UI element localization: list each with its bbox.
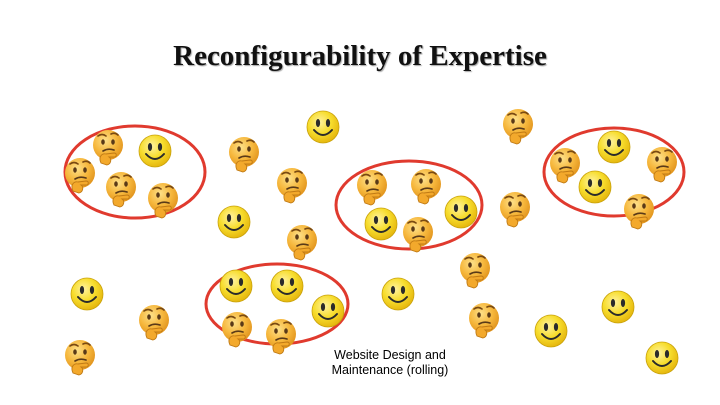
caption-line-1: Website Design and: [334, 348, 446, 362]
smiley-face-icon: [534, 314, 568, 348]
thinking-face-icon: [92, 129, 124, 166]
expert-group-outline-3: [542, 126, 686, 218]
smiley-face-icon: [217, 205, 251, 239]
thinking-face-icon: [228, 136, 260, 173]
thinking-face-icon: [502, 108, 534, 145]
thinking-face-icon: [286, 224, 318, 261]
thinking-face-icon: [646, 146, 678, 183]
thinking-face-icon: [459, 252, 491, 289]
smiley-face-icon: [381, 277, 415, 311]
thinking-face-icon: [410, 168, 442, 205]
caption-line-2: Maintenance (rolling): [331, 363, 449, 377]
thinking-face-icon: [64, 339, 96, 376]
thinking-face-icon: [356, 169, 388, 206]
smiley-face-icon: [597, 130, 631, 164]
smiley-face-icon: [601, 290, 635, 324]
expert-group-outline-1: [63, 124, 207, 220]
smiley-face-icon: [219, 269, 253, 303]
smiley-face-icon: [138, 134, 172, 168]
smiley-face-icon: [70, 277, 104, 311]
thinking-face-icon: [147, 182, 179, 219]
smiley-face-icon: [444, 195, 478, 229]
thinking-face-icon: [623, 193, 655, 230]
smiley-face-icon: [364, 207, 398, 241]
thinking-face-icon: [468, 302, 500, 339]
thinking-face-icon: [105, 171, 137, 208]
group-caption: Website Design and Maintenance (rolling): [300, 348, 480, 378]
smiley-face-icon: [645, 341, 679, 375]
thinking-face-icon: [265, 318, 297, 355]
smiley-face-icon: [578, 170, 612, 204]
smiley-face-icon: [311, 294, 345, 328]
smiley-face-icon: [270, 269, 304, 303]
thinking-face-icon: [276, 167, 308, 204]
thinking-face-icon: [499, 191, 531, 228]
thinking-face-icon: [549, 147, 581, 184]
smiley-face-icon: [306, 110, 340, 144]
slide-title: Reconfigurability of Expertise: [173, 40, 547, 72]
expert-group-outline-2: [334, 159, 484, 251]
thinking-face-icon: [138, 304, 170, 341]
